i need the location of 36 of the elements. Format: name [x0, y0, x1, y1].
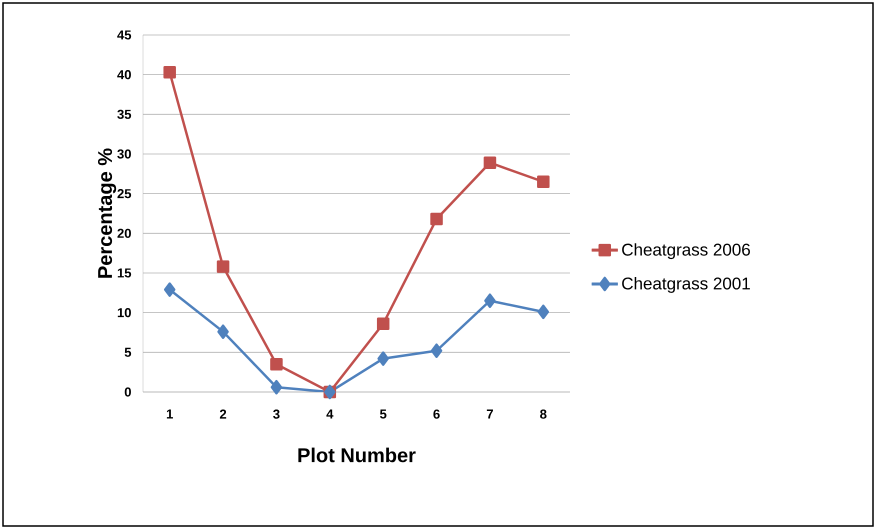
point: [217, 324, 229, 339]
y-tick-label: 0: [124, 387, 131, 397]
point: [216, 260, 230, 273]
x-tick-label: 7: [486, 410, 493, 418]
x-tick-label: 1: [166, 410, 173, 418]
legend-label: Cheatgrass 2006: [622, 243, 750, 260]
point: [484, 294, 496, 308]
point: [537, 176, 550, 188]
y-tick-label: 15: [118, 268, 132, 278]
y-tick-label: 10: [118, 308, 131, 318]
point: [270, 358, 283, 370]
legend-label: Cheatgrass 2001: [622, 277, 750, 293]
point: [430, 212, 443, 226]
y-tick-label: 25: [117, 189, 132, 198]
x-tick-label: 5: [380, 410, 386, 419]
x-tick-label: 3: [273, 410, 280, 419]
point: [163, 66, 176, 79]
x-tick-label: 6: [433, 410, 440, 419]
y-tick-label: 35: [117, 110, 132, 119]
x-tick-label: 2: [220, 410, 226, 419]
x-tick-label: 4: [326, 410, 334, 418]
x-axis-title: Plot Number: [298, 448, 416, 462]
point: [376, 318, 390, 330]
point: [430, 343, 442, 358]
point: [164, 282, 176, 297]
point: [270, 380, 282, 394]
y-tick-label: 30: [117, 149, 131, 159]
y-axis-title: Percentage %: [98, 148, 116, 278]
x-tick-label: 8: [540, 410, 547, 419]
y-tick-label: 5: [124, 348, 132, 357]
point: [377, 351, 389, 366]
point: [484, 156, 496, 169]
y-tick-label: 20: [117, 228, 131, 238]
y-tick-label: 45: [117, 30, 132, 40]
y-tick-label: 40: [117, 70, 131, 80]
point: [538, 304, 550, 320]
